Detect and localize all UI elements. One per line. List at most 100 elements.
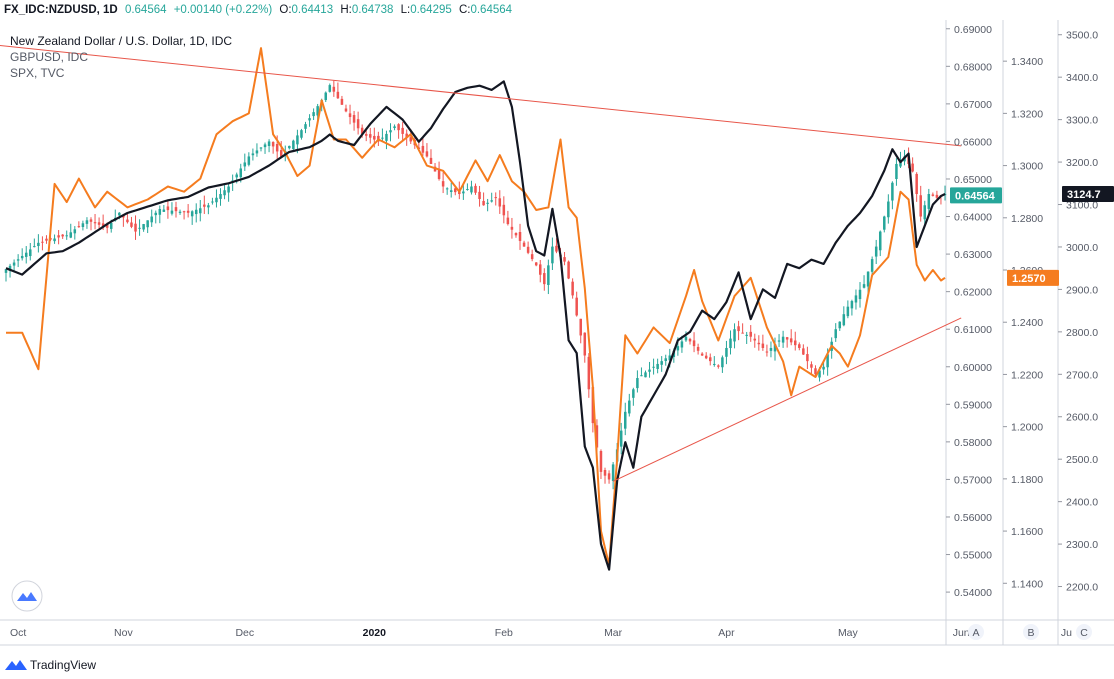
price-badge-A: [950, 187, 1002, 204]
candle: [267, 139, 271, 153]
candle-body: [41, 241, 44, 243]
candle-body: [304, 124, 307, 129]
candle-body: [935, 194, 939, 198]
candle-body: [69, 232, 73, 238]
axis-A-tick-label: 0.61000: [954, 324, 992, 336]
candle-body: [526, 246, 530, 253]
candle: [77, 221, 81, 228]
candle: [170, 202, 174, 216]
candle: [798, 342, 801, 351]
candle: [530, 249, 534, 262]
candle: [931, 192, 935, 197]
candle: [219, 188, 222, 206]
time-axis[interactable]: Oct Nov Dec 2020 Feb Mar Apr May Jun Ju A B C: [10, 624, 1092, 640]
price-axes[interactable]: 0.54000 0.55000 0.56000 0.57000 0.58000 0.590…: [946, 24, 1114, 599]
candle: [603, 467, 607, 484]
chart[interactable]: 0.54000 0.55000 0.56000 0.57000 0.58000 0.590…: [0, 0, 1114, 652]
candle: [207, 202, 210, 215]
candle: [769, 341, 773, 358]
candle: [126, 213, 129, 224]
candle-body: [713, 363, 716, 365]
candle-body: [737, 326, 740, 332]
candle: [421, 138, 425, 156]
candle: [393, 124, 396, 131]
axis-B-tick-label: 1.2000: [1011, 422, 1043, 434]
candle: [186, 204, 190, 218]
candle: [567, 260, 570, 280]
candle: [878, 230, 882, 257]
candle: [623, 402, 627, 436]
candle-body: [316, 106, 319, 116]
candle: [543, 268, 546, 291]
x-tick-label: Mar: [604, 627, 623, 639]
candle-body: [551, 246, 554, 264]
trendline-support[interactable]: [612, 317, 962, 482]
candle-body: [12, 262, 16, 266]
low-value: 0.64295: [410, 4, 452, 16]
tv-watermark-icon[interactable]: [11, 580, 43, 612]
candle-body: [798, 344, 801, 348]
candle: [652, 358, 655, 375]
x-tick-label: Dec: [235, 627, 254, 639]
trendlines[interactable]: [0, 45, 962, 482]
candle-body: [364, 133, 368, 136]
candle: [243, 153, 247, 171]
candle-body: [462, 191, 465, 194]
candle-body: [494, 197, 497, 199]
price-badge-C: [1062, 186, 1114, 203]
candle-body: [454, 188, 457, 193]
symbol-header: FX_IDC:NZDUSD, 1D 0.64564 +0.00140 (+0.2…: [0, 0, 1114, 20]
candle: [911, 157, 914, 173]
candle-body: [745, 334, 748, 336]
axis-A-tick-label: 0.67000: [954, 99, 992, 111]
scale-button-A[interactable]: [968, 624, 984, 640]
scale-button-C-label[interactable]: C: [1080, 627, 1088, 639]
axis-C-tick-label: 2300.0: [1066, 539, 1098, 551]
candle: [648, 361, 651, 378]
candle-body: [518, 232, 522, 241]
candle-body: [101, 223, 105, 227]
candle: [874, 239, 878, 265]
candle-body: [721, 357, 724, 368]
candle: [644, 370, 647, 378]
candle-body: [344, 108, 348, 112]
tradingview-brand[interactable]: TradingView: [30, 658, 97, 672]
candle: [352, 110, 356, 131]
axis-A-tick-label: 0.65000: [954, 174, 992, 186]
candle: [510, 217, 514, 239]
axis-A-tick-label: 0.62000: [954, 287, 992, 299]
candle: [502, 196, 506, 224]
axis-B-tick-label: 1.1400: [1011, 578, 1043, 590]
scale-button-C[interactable]: [1076, 624, 1092, 640]
candle: [401, 121, 404, 141]
candle: [660, 356, 663, 372]
candle: [182, 210, 186, 220]
candle: [575, 291, 578, 317]
candle-body: [563, 257, 566, 262]
candle-body: [178, 211, 182, 213]
candle-body: [834, 329, 837, 339]
candle: [454, 187, 457, 196]
candle-body: [263, 144, 267, 148]
candle-body: [194, 209, 198, 215]
candle: [619, 422, 623, 455]
candle: [858, 282, 862, 308]
candle-body: [854, 295, 858, 303]
candle-body: [466, 188, 469, 190]
scale-button-B-label[interactable]: B: [1027, 627, 1034, 639]
candle: [348, 104, 352, 125]
candle-body: [182, 211, 186, 213]
scale-button-A-label[interactable]: A: [972, 627, 979, 639]
trendline-resistance[interactable]: [0, 45, 962, 147]
candle-body: [215, 197, 218, 203]
candle-body: [862, 284, 866, 288]
candle-body: [332, 86, 336, 92]
last-price: 0.64564: [124, 4, 167, 16]
candle-body: [761, 343, 765, 348]
candle-body: [502, 204, 506, 216]
candle-body: [684, 336, 688, 341]
symbol-title[interactable]: FX_IDC:NZDUSD, 1D: [4, 4, 118, 16]
candle-body: [97, 222, 101, 225]
scale-button-B[interactable]: [1023, 624, 1039, 640]
candle: [526, 241, 530, 255]
